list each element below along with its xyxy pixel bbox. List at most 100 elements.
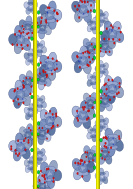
Ellipse shape — [99, 172, 105, 175]
Circle shape — [89, 95, 91, 97]
Circle shape — [106, 88, 107, 90]
Ellipse shape — [108, 90, 116, 103]
Bar — [96, 0, 99, 189]
Circle shape — [37, 133, 39, 136]
Circle shape — [16, 150, 17, 151]
Circle shape — [102, 157, 103, 159]
Circle shape — [113, 96, 115, 98]
Ellipse shape — [107, 134, 118, 139]
Circle shape — [56, 13, 58, 15]
Ellipse shape — [37, 157, 41, 165]
Circle shape — [47, 168, 49, 170]
Ellipse shape — [41, 154, 46, 161]
Ellipse shape — [85, 1, 95, 13]
Ellipse shape — [44, 77, 51, 86]
Ellipse shape — [24, 131, 31, 139]
Circle shape — [45, 61, 47, 63]
Circle shape — [18, 103, 20, 105]
Bar — [34, 0, 37, 189]
Circle shape — [53, 10, 55, 12]
Circle shape — [22, 84, 24, 86]
Ellipse shape — [95, 130, 101, 137]
Circle shape — [41, 175, 43, 177]
Circle shape — [119, 39, 120, 41]
Circle shape — [52, 125, 54, 128]
Circle shape — [37, 134, 39, 136]
Ellipse shape — [28, 161, 34, 164]
Circle shape — [23, 31, 24, 33]
Circle shape — [37, 11, 40, 14]
Ellipse shape — [39, 28, 45, 39]
Circle shape — [28, 37, 30, 39]
Ellipse shape — [87, 157, 93, 168]
Circle shape — [119, 82, 120, 84]
Ellipse shape — [21, 147, 30, 159]
Ellipse shape — [83, 38, 90, 49]
Circle shape — [108, 151, 109, 153]
Ellipse shape — [81, 101, 89, 110]
Ellipse shape — [86, 150, 95, 154]
Ellipse shape — [98, 19, 103, 26]
Ellipse shape — [26, 124, 33, 134]
Ellipse shape — [31, 113, 36, 120]
Ellipse shape — [99, 20, 105, 22]
Circle shape — [87, 117, 88, 119]
Ellipse shape — [14, 25, 23, 39]
Ellipse shape — [29, 49, 33, 57]
Ellipse shape — [102, 150, 109, 158]
Circle shape — [90, 4, 92, 6]
Circle shape — [54, 69, 56, 71]
Ellipse shape — [40, 109, 49, 122]
Ellipse shape — [45, 61, 54, 71]
Ellipse shape — [38, 134, 44, 145]
Circle shape — [87, 1, 88, 3]
Circle shape — [89, 160, 90, 162]
Circle shape — [110, 24, 112, 27]
Ellipse shape — [92, 17, 97, 25]
Ellipse shape — [35, 95, 40, 103]
Ellipse shape — [105, 101, 112, 111]
Circle shape — [53, 177, 54, 180]
Ellipse shape — [101, 156, 110, 160]
Ellipse shape — [87, 132, 92, 139]
Ellipse shape — [101, 89, 108, 100]
Circle shape — [112, 79, 113, 81]
Circle shape — [100, 153, 102, 156]
Ellipse shape — [40, 149, 45, 156]
Ellipse shape — [101, 30, 110, 42]
Ellipse shape — [78, 118, 89, 123]
Ellipse shape — [80, 101, 88, 114]
Circle shape — [30, 93, 31, 95]
Ellipse shape — [103, 171, 109, 178]
Circle shape — [52, 113, 53, 116]
Ellipse shape — [26, 71, 32, 81]
Ellipse shape — [52, 116, 62, 128]
Ellipse shape — [41, 46, 47, 53]
Ellipse shape — [30, 166, 35, 174]
Ellipse shape — [86, 108, 95, 119]
Ellipse shape — [22, 84, 31, 96]
Circle shape — [84, 1, 86, 3]
Circle shape — [46, 76, 47, 78]
Ellipse shape — [103, 123, 108, 131]
Circle shape — [108, 147, 109, 148]
Ellipse shape — [99, 47, 106, 57]
Ellipse shape — [40, 55, 49, 67]
Ellipse shape — [52, 9, 62, 21]
Ellipse shape — [47, 122, 55, 136]
Ellipse shape — [101, 49, 110, 52]
Ellipse shape — [38, 79, 45, 90]
Circle shape — [28, 141, 29, 144]
Ellipse shape — [33, 46, 38, 53]
Ellipse shape — [83, 93, 90, 103]
Circle shape — [96, 99, 97, 101]
Ellipse shape — [87, 44, 94, 52]
Ellipse shape — [113, 21, 121, 34]
Ellipse shape — [92, 100, 100, 109]
Ellipse shape — [91, 77, 96, 83]
Circle shape — [37, 170, 40, 174]
Circle shape — [103, 137, 104, 139]
Circle shape — [56, 64, 57, 65]
Bar — [99, 0, 100, 189]
Circle shape — [100, 31, 102, 35]
